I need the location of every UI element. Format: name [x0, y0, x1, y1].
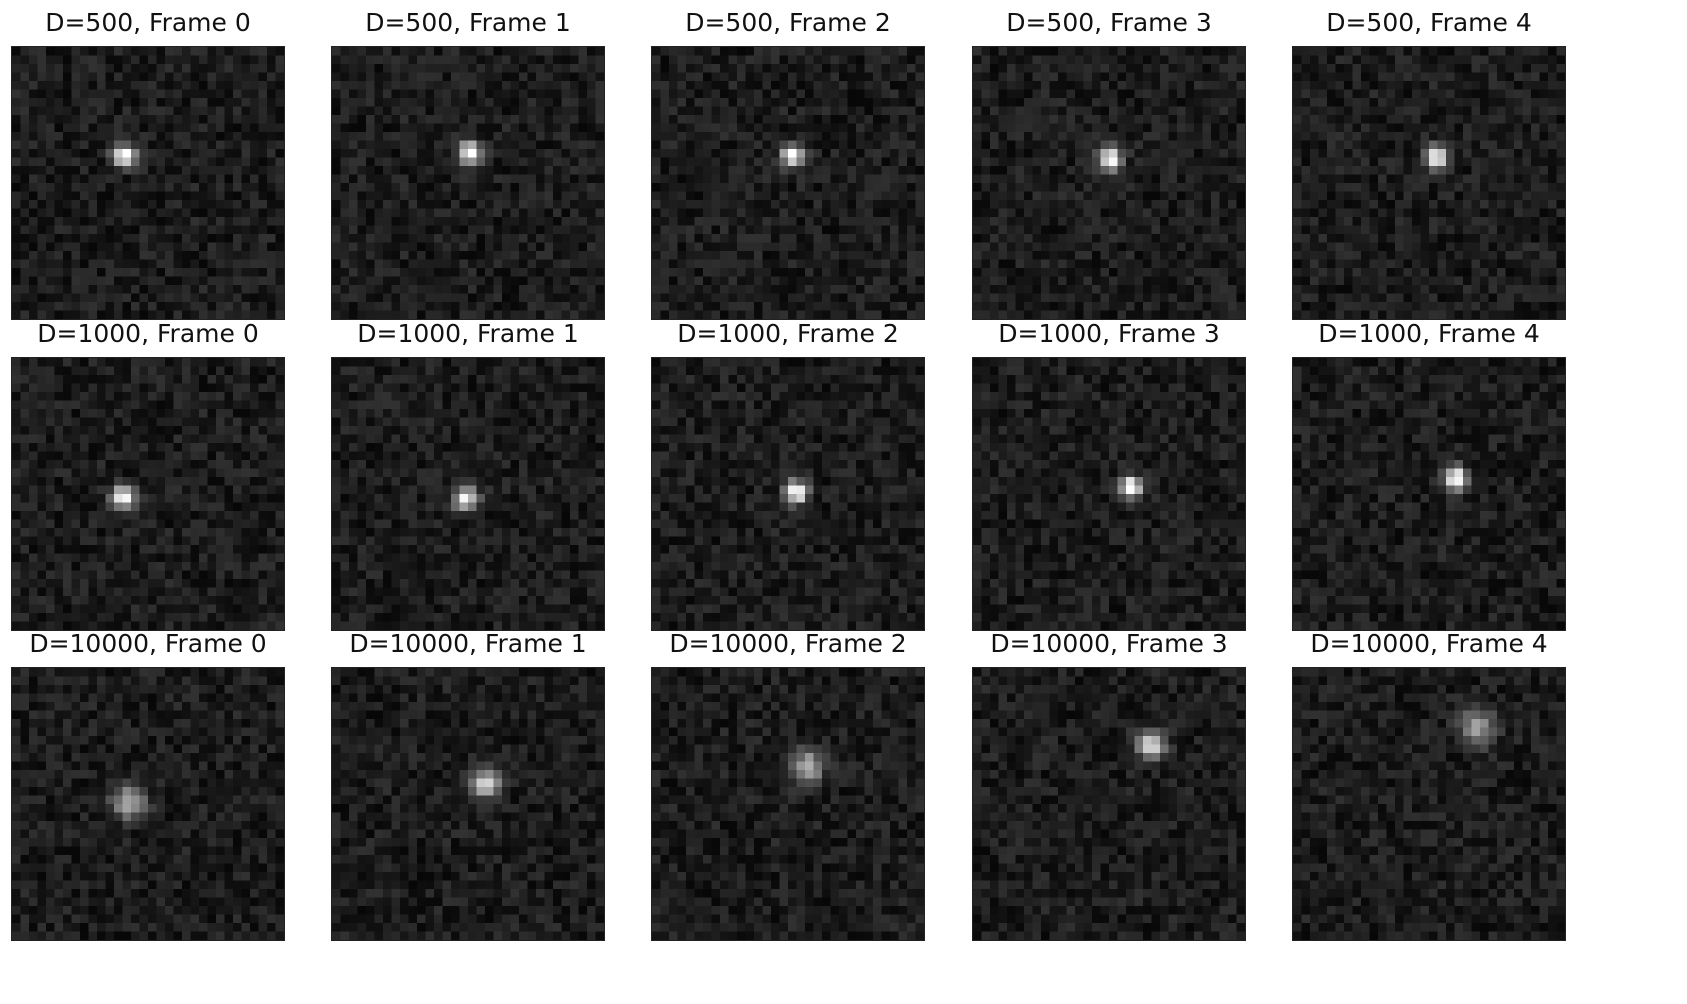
frame-image: [651, 357, 925, 631]
frame-image: [1292, 46, 1566, 320]
frame-title: D=500, Frame 4: [1326, 8, 1532, 37]
frame-image: [11, 46, 285, 320]
frame-title: D=500, Frame 3: [1006, 8, 1212, 37]
frame-image: [651, 667, 925, 941]
frame-title: D=10000, Frame 2: [669, 629, 907, 658]
frame-title: D=1000, Frame 1: [357, 319, 579, 348]
frame-image: [11, 357, 285, 631]
frame-title: D=1000, Frame 0: [37, 319, 259, 348]
frame-image: [972, 46, 1246, 320]
frame-image: [11, 667, 285, 941]
frame-title: D=10000, Frame 1: [349, 629, 587, 658]
frame-image: [1292, 357, 1566, 631]
frame-image: [1292, 667, 1566, 941]
frame-title: D=1000, Frame 2: [677, 319, 899, 348]
right-margin: [1575, 0, 1687, 1004]
frame-image: [331, 667, 605, 941]
frame-title: D=10000, Frame 0: [29, 629, 267, 658]
frame-image: [651, 46, 925, 320]
frame-image: [972, 667, 1246, 941]
frame-image: [331, 357, 605, 631]
frame-title: D=1000, Frame 3: [998, 319, 1220, 348]
frame-image: [331, 46, 605, 320]
frame-title: D=500, Frame 0: [45, 8, 251, 37]
frame-title: D=1000, Frame 4: [1318, 319, 1540, 348]
frame-image: [972, 357, 1246, 631]
frame-title: D=10000, Frame 4: [1310, 629, 1548, 658]
frame-title: D=500, Frame 1: [365, 8, 571, 37]
frame-title: D=500, Frame 2: [685, 8, 891, 37]
frame-title: D=10000, Frame 3: [990, 629, 1228, 658]
